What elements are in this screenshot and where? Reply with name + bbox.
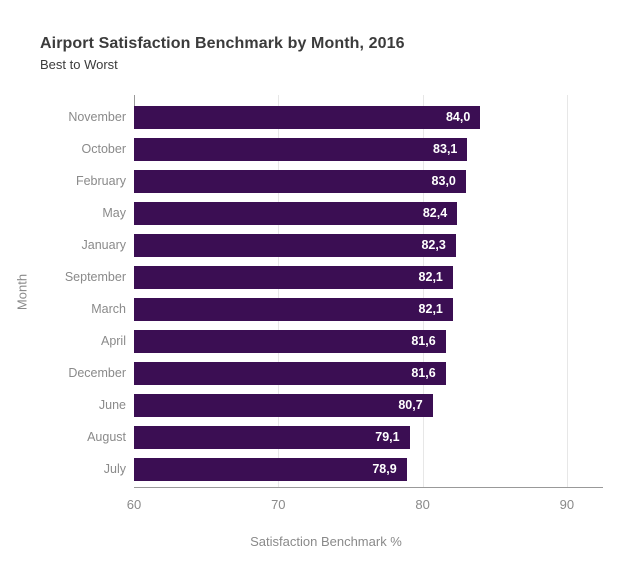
x-tick-label-60: 60 [126, 497, 142, 512]
y-tick-label-april: April [100, 334, 126, 348]
bar-august[interactable]: 79,1 [134, 426, 410, 449]
bar-october[interactable]: 83,1 [134, 138, 468, 161]
y-axis-line [134, 95, 135, 106]
bar-april[interactable]: 81,6 [134, 330, 446, 353]
chart-title: Airport Satisfaction Benchmark by Month,… [40, 35, 405, 52]
bar-value-label: 80,7 [398, 398, 423, 412]
bar-value-label: 82,1 [418, 302, 443, 316]
gridline-70 [278, 95, 280, 488]
gridline-80 [422, 95, 424, 488]
x-tick-label-70: 70 [271, 497, 286, 512]
bar-july[interactable]: 78,9 [134, 458, 407, 481]
x-axis-title: Satisfaction Benchmark % [250, 534, 402, 549]
y-tick-label-january: January [81, 238, 126, 252]
y-tick-label-july: July [103, 462, 126, 476]
x-tick-label-80: 80 [415, 497, 430, 512]
x-tick-label-90: 90 [559, 497, 575, 512]
bar-january[interactable]: 82,3 [134, 234, 456, 257]
y-tick-label-june: June [98, 398, 126, 412]
bar-may[interactable]: 82,4 [134, 202, 458, 225]
bar-march[interactable]: 82,1 [134, 298, 453, 321]
gridline-90 [566, 95, 568, 488]
plot-area: 84,0 83,1 83,0 82,4 82,3 82,1 82,1 81,6 81,6 80,7… [134, 95, 603, 488]
bar-value-label: 81,6 [411, 366, 436, 380]
bar-value-label: 83,0 [431, 174, 456, 188]
bar-value-label: 78,9 [372, 462, 397, 476]
bar-value-label: 82,4 [422, 206, 448, 220]
x-axis-line [134, 487, 603, 488]
bar-value-label: 82,3 [421, 238, 446, 252]
y-tick-label-february: February [75, 174, 126, 188]
chart-subtitle: Best to Worst [40, 57, 118, 72]
y-tick-label-august: August [87, 430, 126, 444]
bar-december[interactable]: 81,6 [134, 362, 446, 385]
y-tick-label-october: October [81, 142, 126, 156]
y-tick-label-may: May [102, 206, 126, 220]
y-tick-label-november: November [68, 110, 126, 124]
bar-september[interactable]: 82,1 [134, 266, 453, 289]
y-tick-label-march: March [91, 302, 126, 316]
bar-value-label: 82,1 [418, 270, 443, 284]
bar-value-label: 83,1 [433, 142, 458, 156]
bar-value-label: 84,0 [445, 110, 471, 124]
bar-february[interactable]: 83,0 [134, 170, 466, 193]
y-tick-label-september: September [64, 270, 126, 284]
bar-value-label: 81,6 [411, 334, 436, 348]
bar-value-label: 79,1 [375, 430, 400, 444]
bar-november[interactable]: 84,0 [134, 106, 481, 129]
bar-june[interactable]: 80,7 [134, 394, 433, 417]
y-tick-label-december: December [68, 366, 126, 380]
